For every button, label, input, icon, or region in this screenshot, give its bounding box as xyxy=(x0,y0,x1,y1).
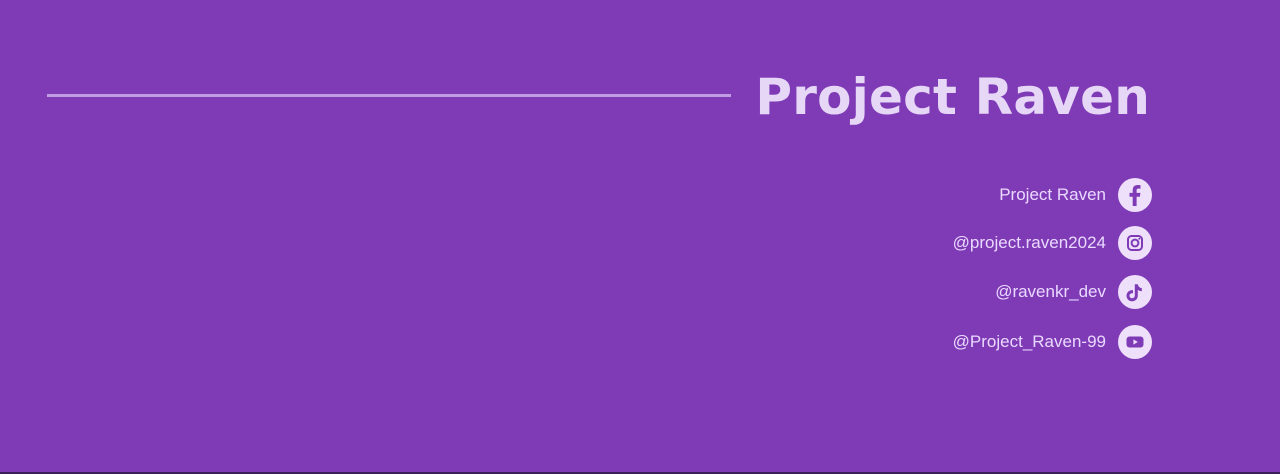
page-title: Project Raven xyxy=(755,68,1150,126)
bottom-border xyxy=(0,472,1280,474)
social-link-label[interactable]: @project.raven2024 xyxy=(952,233,1106,252)
social-link-instagram[interactable]: @project.raven2024 xyxy=(732,219,1152,267)
facebook-icon[interactable] xyxy=(1118,177,1152,212)
social-link-youtube[interactable]: @Project_Raven-99 xyxy=(732,317,1152,366)
social-link-label[interactable]: Project Raven xyxy=(999,184,1106,204)
social-link-label[interactable]: @Project_Raven-99 xyxy=(952,331,1106,351)
social-links-list: Project Raven @project.raven2024 @ravenk… xyxy=(732,170,1152,366)
social-link-label[interactable]: @ravenkr_dev xyxy=(995,282,1106,301)
youtube-icon[interactable] xyxy=(1118,324,1152,359)
social-link-tiktok[interactable]: @ravenkr_dev xyxy=(732,267,1152,317)
social-link-facebook[interactable]: Project Raven xyxy=(732,170,1152,219)
instagram-icon[interactable] xyxy=(1118,226,1152,260)
tiktok-icon[interactable] xyxy=(1118,275,1152,309)
horizontal-divider xyxy=(47,94,731,97)
